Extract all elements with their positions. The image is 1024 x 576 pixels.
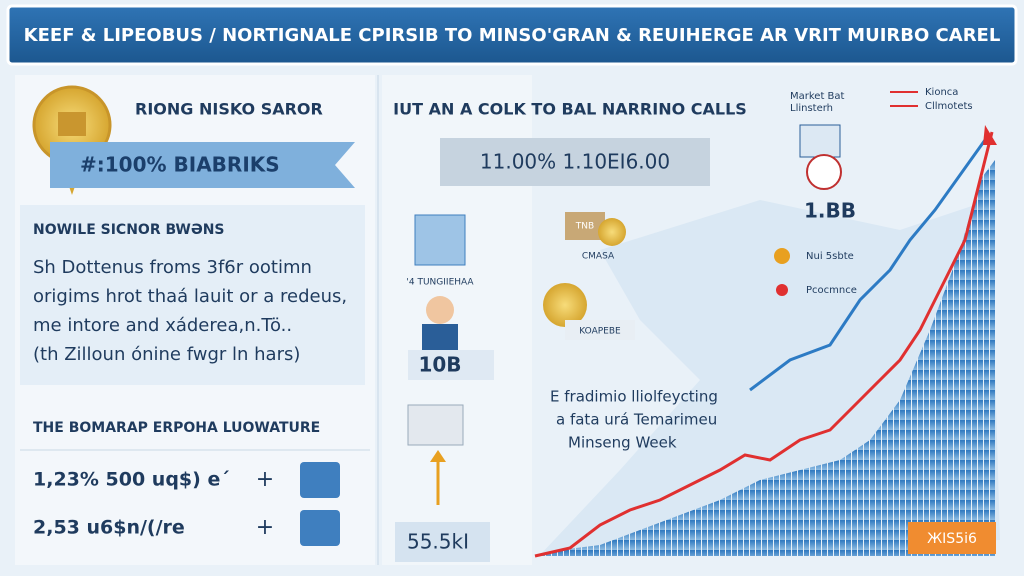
value-box [395,522,490,562]
bank-icon [407,404,464,446]
arrow-head [983,125,997,145]
building-icon [414,214,466,266]
card-icon [300,462,340,498]
medal-icon [58,112,86,136]
plus-icon: + [256,467,274,492]
note-line: a fata urá Temarimeu [556,411,717,429]
paragraph-line: (th Zilloun ónine fwgr ln hars) [33,344,300,365]
coin-label: CMASA [582,252,615,262]
item-icon [774,248,790,264]
paragraph-line: Sh Dottenus froms 3f6r ootimn [33,257,312,278]
section-title: NOWILE SICNOR BWƏNS [33,222,225,238]
red-line [534,131,994,558]
badge-title: RIONG NISKO SAROR [135,100,323,119]
legend-text: Kionca [925,87,958,98]
bar-area [535,160,995,556]
label-box [565,320,635,340]
clock-value: 1.BB [804,199,856,223]
list-row: 2,53 u6$n/(/re [33,517,185,539]
chart-icon [799,124,841,158]
paragraph-line: me intore and xáderea,n.Tö.. [33,315,292,336]
header-title: KEEF & LIPEOBUS / NORTIGNALE CPIRSIB TO … [24,25,1001,46]
building-label: '4 TUNGIIEHAA [406,278,474,288]
item-icon [776,284,788,296]
growth-value: 55.5kI [407,530,469,554]
legend-text: Cllmotets [925,101,973,112]
coin [598,218,626,246]
stat-box [440,138,710,186]
person-head [426,296,454,324]
paragraph-line: origims hrot thaá lauit or a redeus, [33,286,347,307]
person-value: 10B [418,353,461,377]
middle-title: IUT AN A COLK TO BAL NARRINO CALLS [393,100,747,119]
blue-line [749,139,987,392]
item-text: Nui 5sbte [806,251,854,262]
coin-large [543,283,587,327]
badge-box [908,522,996,554]
ribbon [50,142,355,188]
plus-icon: + [256,515,274,540]
list-title: THE BOMARAP ERPOHA LUOWATURE [33,420,320,436]
coin-label-top: TNB [575,222,594,232]
header-banner [6,4,1018,66]
coin-label-bottom: KOAPEBE [579,327,621,337]
badge-text: ЖIS5i6 [927,531,977,547]
legend-text: Llinsterh [790,103,833,114]
item-text: Pcocmnce [806,285,857,296]
person-body [422,324,458,350]
note-line: E fradimio lliolfeycting [550,388,718,406]
card-icon [300,510,340,546]
value-box [408,350,494,380]
list-row: 1,23% 500 uq$) e´ [33,469,230,491]
clock-icon [806,154,842,190]
ribbon-text: #:100% BIABRIKS [80,153,280,177]
coin-box [565,212,605,240]
growth-arrow-head [430,450,446,462]
description-box [20,205,365,385]
stat-text: 11.00% 1.10EI6.00 [480,150,670,174]
legend-text: Market Bat [790,91,845,102]
note-line: Minseng Week [568,434,677,452]
